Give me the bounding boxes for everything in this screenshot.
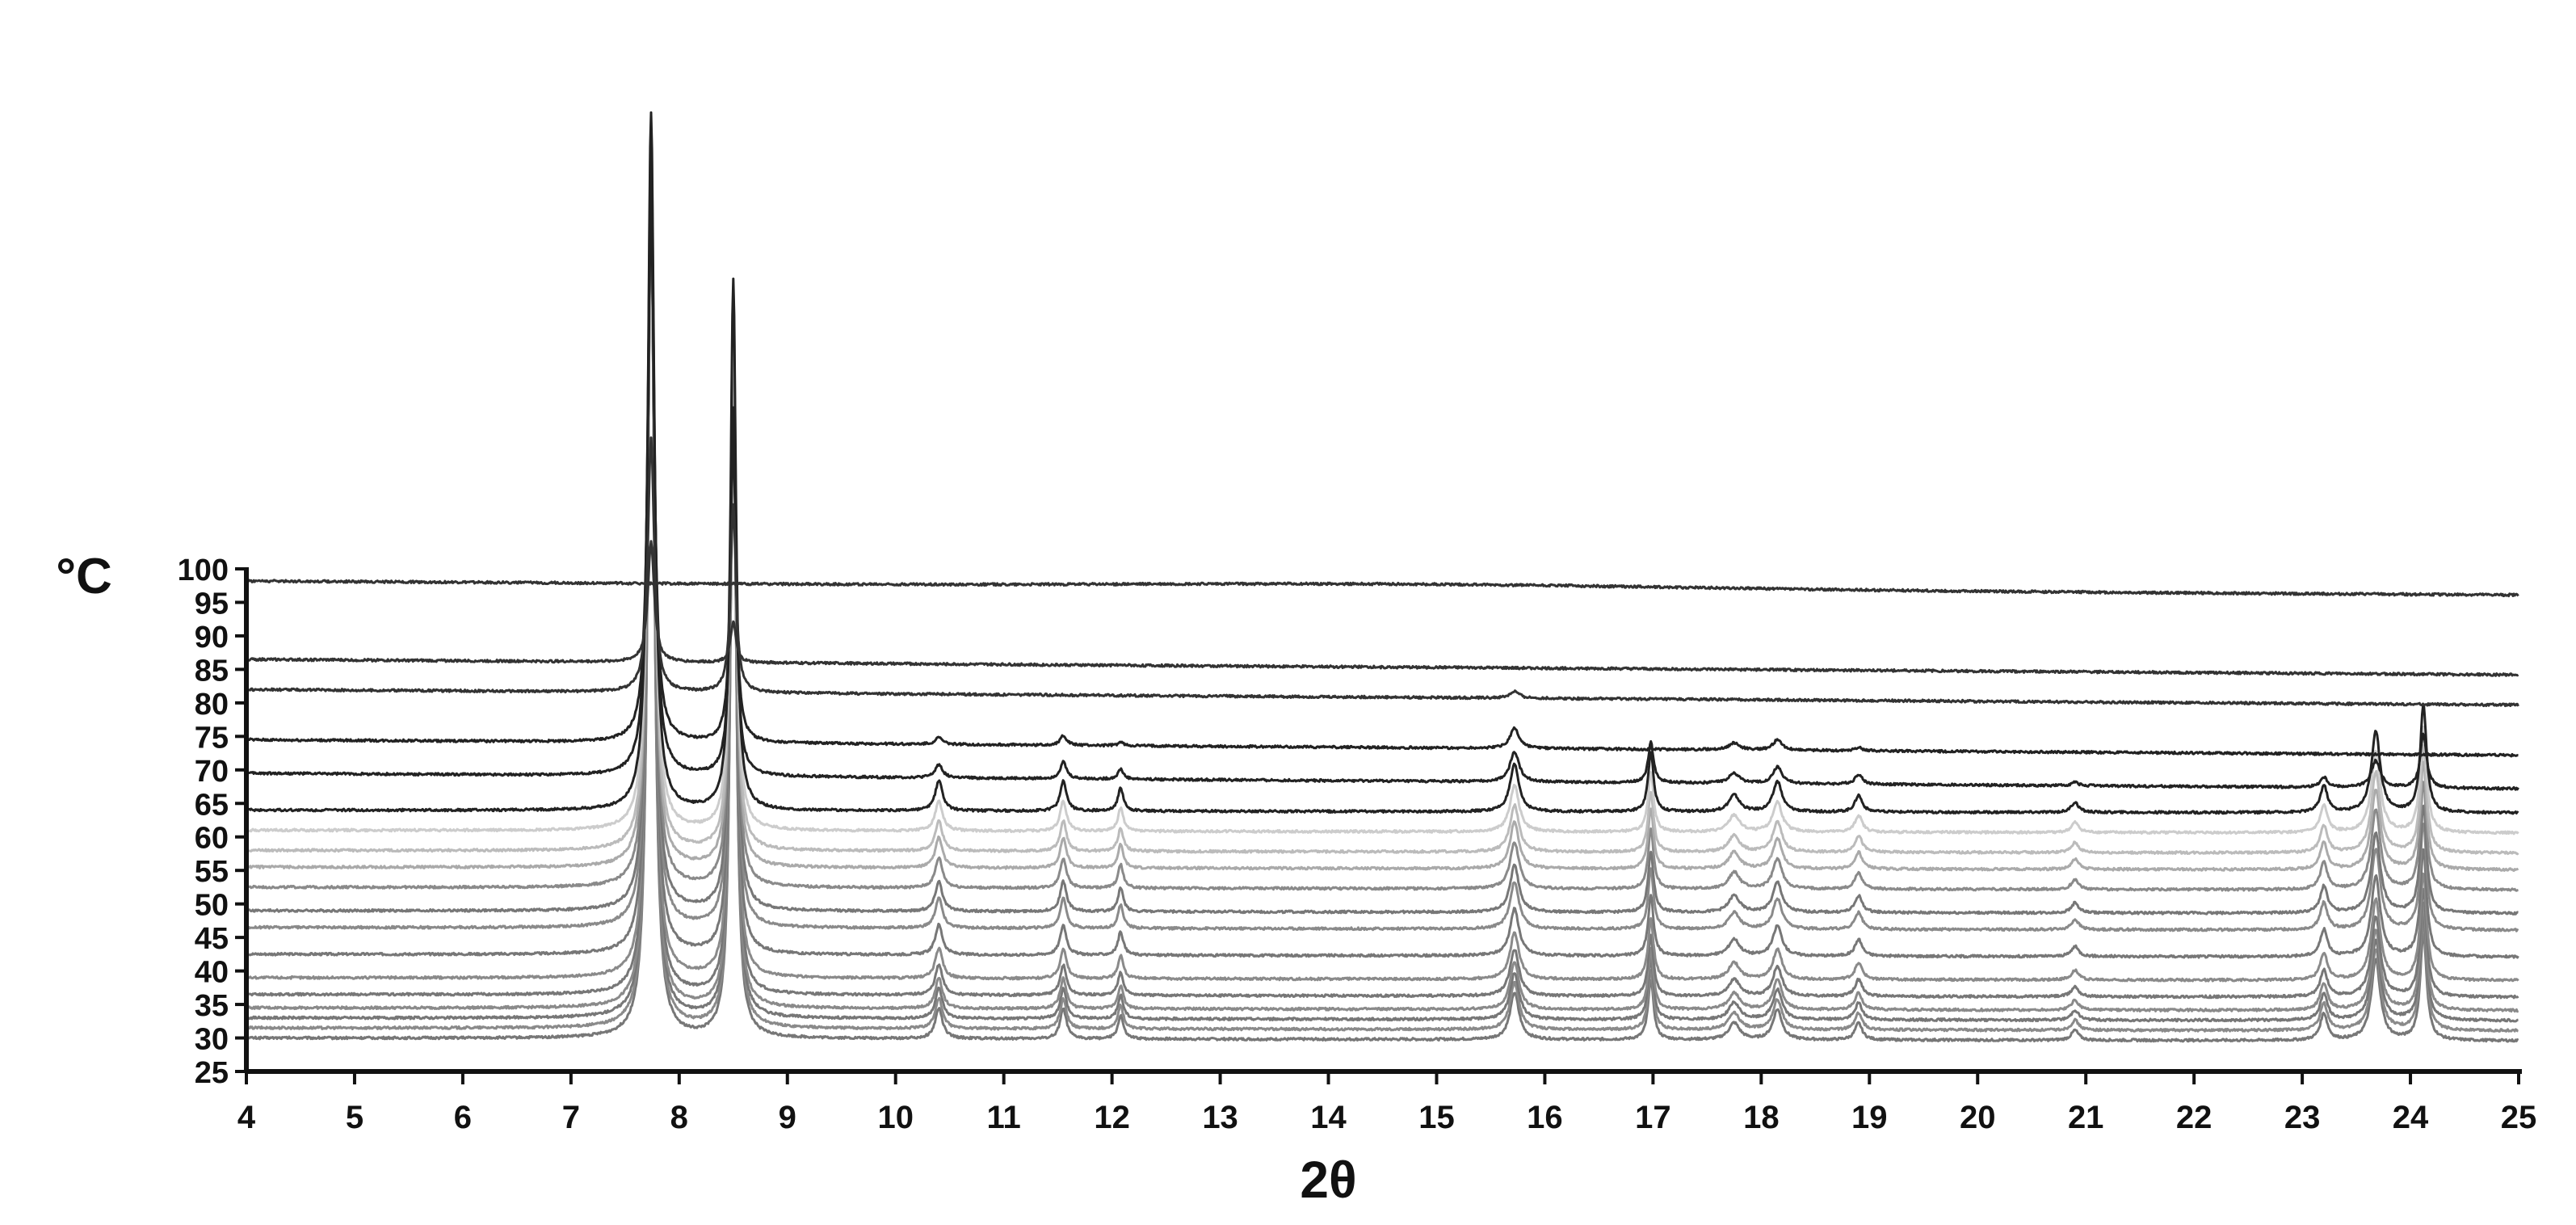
y-tick-label: 40 — [195, 956, 229, 990]
xrd-trace-50c — [248, 145, 2519, 916]
x-tick-label: 6 — [454, 1100, 472, 1135]
x-tick-label: 16 — [1527, 1100, 1563, 1135]
axes: 4 5 6 7 8 9 10 11 12 13 14 15 16 17 18 19 20 21 22 23 24 25 2… — [178, 554, 2537, 1135]
xrd-trace-86c — [247, 540, 2519, 677]
x-axis-title: 2θ — [1300, 1151, 1356, 1209]
diffraction-traces — [247, 111, 2519, 1043]
y-tick-label: 45 — [195, 922, 229, 956]
y-tick-label: 60 — [195, 822, 229, 856]
y-tick-label: 35 — [195, 989, 229, 1023]
y-tick-label: 85 — [195, 654, 229, 688]
x-tick-label: 18 — [1743, 1100, 1780, 1135]
x-tick-label: 11 — [987, 1100, 1021, 1135]
x-tick-label: 10 — [877, 1100, 914, 1135]
y-tick-label: 70 — [195, 755, 229, 789]
xrd-trace-38c — [247, 175, 2519, 1000]
xrd-trace-56c — [248, 127, 2519, 872]
xrd-trace-75c — [248, 212, 2519, 758]
xrd-trace-34c — [247, 170, 2519, 1023]
y-tick-label: 95 — [195, 587, 229, 621]
xrd-trace-80c — [248, 436, 2519, 708]
x-tick-label: 17 — [1635, 1100, 1671, 1135]
x-tick-label: 19 — [1851, 1100, 1888, 1135]
y-tick-label: 55 — [195, 855, 229, 889]
x-tick-label: 7 — [562, 1100, 580, 1135]
xrd-trace-30c — [247, 165, 2519, 1043]
x-tick-label: 4 — [237, 1100, 256, 1135]
x-tick-label: 12 — [1094, 1100, 1130, 1135]
y-tick-label: 65 — [195, 788, 229, 822]
x-tick-label: 20 — [1960, 1100, 1996, 1135]
x-tick-label: 25 — [2501, 1100, 2537, 1135]
y-tick-label: 90 — [195, 621, 229, 655]
y-axis-unit-label: °C — [56, 549, 112, 604]
y-tick-label: 25 — [195, 1056, 229, 1090]
xrd-trace-53c — [248, 134, 2519, 892]
x-tick-label: 21 — [2068, 1100, 2104, 1135]
y-tick-label: 75 — [195, 721, 229, 755]
x-tick-label: 14 — [1310, 1100, 1347, 1135]
xrd-trace-47c — [247, 149, 2519, 932]
y-tick-label: 100 — [178, 554, 229, 587]
xrd-trace-32c — [247, 167, 2519, 1033]
x-tick-label: 23 — [2284, 1100, 2321, 1135]
x-tick-label: 13 — [1202, 1100, 1238, 1135]
xrd-trace-70c — [248, 157, 2519, 791]
x-tick-label: 15 — [1418, 1100, 1455, 1135]
xrd-trace-43c — [247, 161, 2519, 959]
x-tick-label: 22 — [2176, 1100, 2213, 1135]
x-tick-label: 5 — [346, 1100, 363, 1135]
x-tick-label: 24 — [2393, 1100, 2429, 1135]
xrd-trace-40c — [247, 171, 2519, 983]
y-tick-label: 50 — [195, 889, 229, 923]
y-tick-label: 30 — [195, 1023, 229, 1057]
xrd-trace-98c — [247, 579, 2519, 598]
xrd-trace-61c — [248, 118, 2519, 836]
x-tick-label: 8 — [670, 1100, 688, 1135]
xrd-trace-58c — [248, 125, 2519, 856]
x-ticks: 4 5 6 7 8 9 10 11 12 13 14 15 16 17 18 19 20 21 22 23 24 25 — [237, 1071, 2536, 1135]
xrd-trace-64c — [248, 111, 2519, 815]
xrd-trace-36c — [247, 175, 2519, 1013]
y-tick-label: 80 — [195, 688, 229, 722]
x-tick-label: 9 — [779, 1100, 796, 1135]
